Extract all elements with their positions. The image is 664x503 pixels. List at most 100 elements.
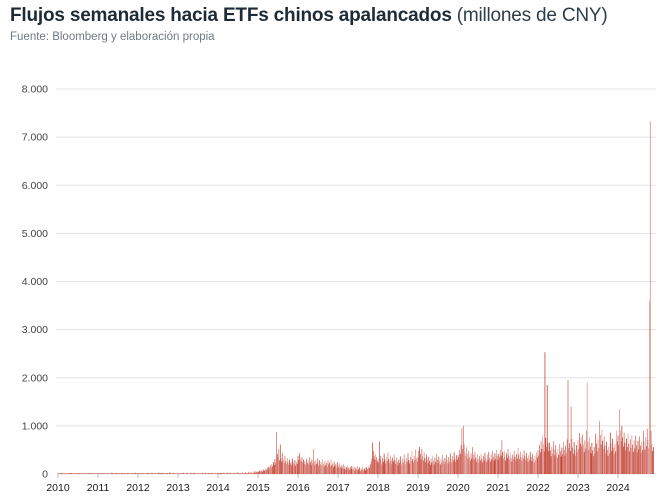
bar <box>271 463 273 474</box>
bar <box>63 473 65 474</box>
bar <box>398 459 400 474</box>
bar <box>597 439 599 474</box>
bar <box>176 473 178 474</box>
bar <box>103 473 105 474</box>
bar <box>69 473 70 474</box>
bar <box>310 465 312 474</box>
bar <box>78 473 80 474</box>
bar <box>331 465 333 474</box>
bar <box>129 473 130 474</box>
bar <box>386 461 388 474</box>
bar <box>392 461 394 474</box>
bar <box>219 473 220 474</box>
bar <box>376 460 378 474</box>
bar <box>208 472 210 474</box>
bar <box>112 473 114 474</box>
bar <box>95 473 97 474</box>
bar <box>201 473 203 474</box>
bar <box>497 459 499 474</box>
bar <box>169 473 171 474</box>
bar <box>582 434 584 474</box>
bar <box>449 453 451 474</box>
bar <box>462 425 464 475</box>
bar <box>434 457 436 474</box>
bar <box>643 441 645 474</box>
bar <box>477 459 479 474</box>
bar <box>465 455 467 474</box>
bar <box>189 473 190 474</box>
bar <box>541 448 543 475</box>
bar <box>261 471 263 474</box>
bar <box>82 473 84 474</box>
bar <box>236 472 238 474</box>
bar <box>288 464 290 474</box>
bar <box>552 441 554 474</box>
bar <box>565 445 567 474</box>
bar <box>533 462 535 474</box>
bar <box>599 435 601 474</box>
bar <box>371 458 373 474</box>
bar <box>131 473 133 474</box>
bar <box>294 460 296 474</box>
bar <box>442 460 444 474</box>
x-tick-label: 2012 <box>126 482 150 494</box>
bar <box>138 473 140 474</box>
bar <box>586 430 587 474</box>
bar <box>276 453 278 474</box>
bar <box>379 455 381 474</box>
bar <box>265 468 267 474</box>
bar <box>149 473 151 474</box>
bar <box>71 473 73 474</box>
bar <box>648 448 650 474</box>
bar <box>89 473 90 474</box>
bar <box>176 472 177 474</box>
bar <box>440 459 442 474</box>
bar <box>492 450 494 474</box>
bar <box>179 473 181 474</box>
bar <box>390 460 392 474</box>
bar <box>489 457 490 474</box>
bar <box>620 441 622 474</box>
bar <box>601 429 603 474</box>
bar <box>506 458 508 474</box>
bar <box>508 455 510 474</box>
bar <box>199 473 200 474</box>
bar <box>644 449 646 474</box>
bar <box>139 473 141 474</box>
bar <box>306 462 308 474</box>
bar <box>109 473 111 474</box>
bar <box>642 449 644 474</box>
bar <box>286 458 288 474</box>
bar <box>81 473 83 474</box>
bar <box>469 456 470 474</box>
bar <box>516 453 517 474</box>
bar <box>425 462 427 474</box>
bar <box>244 473 246 474</box>
bar <box>257 471 259 474</box>
bar <box>110 473 112 474</box>
bar <box>126 473 127 474</box>
bar <box>234 473 236 474</box>
bar <box>102 473 104 474</box>
bar <box>362 466 364 474</box>
bar <box>519 451 521 474</box>
bar <box>432 455 434 474</box>
bar <box>212 473 214 474</box>
bar <box>614 444 616 474</box>
bar <box>275 462 277 474</box>
x-tick-label: 2023 <box>566 482 590 494</box>
bar <box>532 458 534 474</box>
bar <box>159 473 160 474</box>
bar <box>636 445 637 475</box>
bar <box>451 462 453 474</box>
bar <box>489 461 491 474</box>
bar <box>233 472 235 474</box>
bar <box>273 464 275 474</box>
bar <box>163 472 165 474</box>
bar <box>276 432 277 474</box>
y-tick-label: 1.000 <box>22 420 48 432</box>
bar <box>175 473 177 474</box>
bar <box>356 469 357 474</box>
bar <box>136 473 138 474</box>
bar <box>142 473 144 474</box>
